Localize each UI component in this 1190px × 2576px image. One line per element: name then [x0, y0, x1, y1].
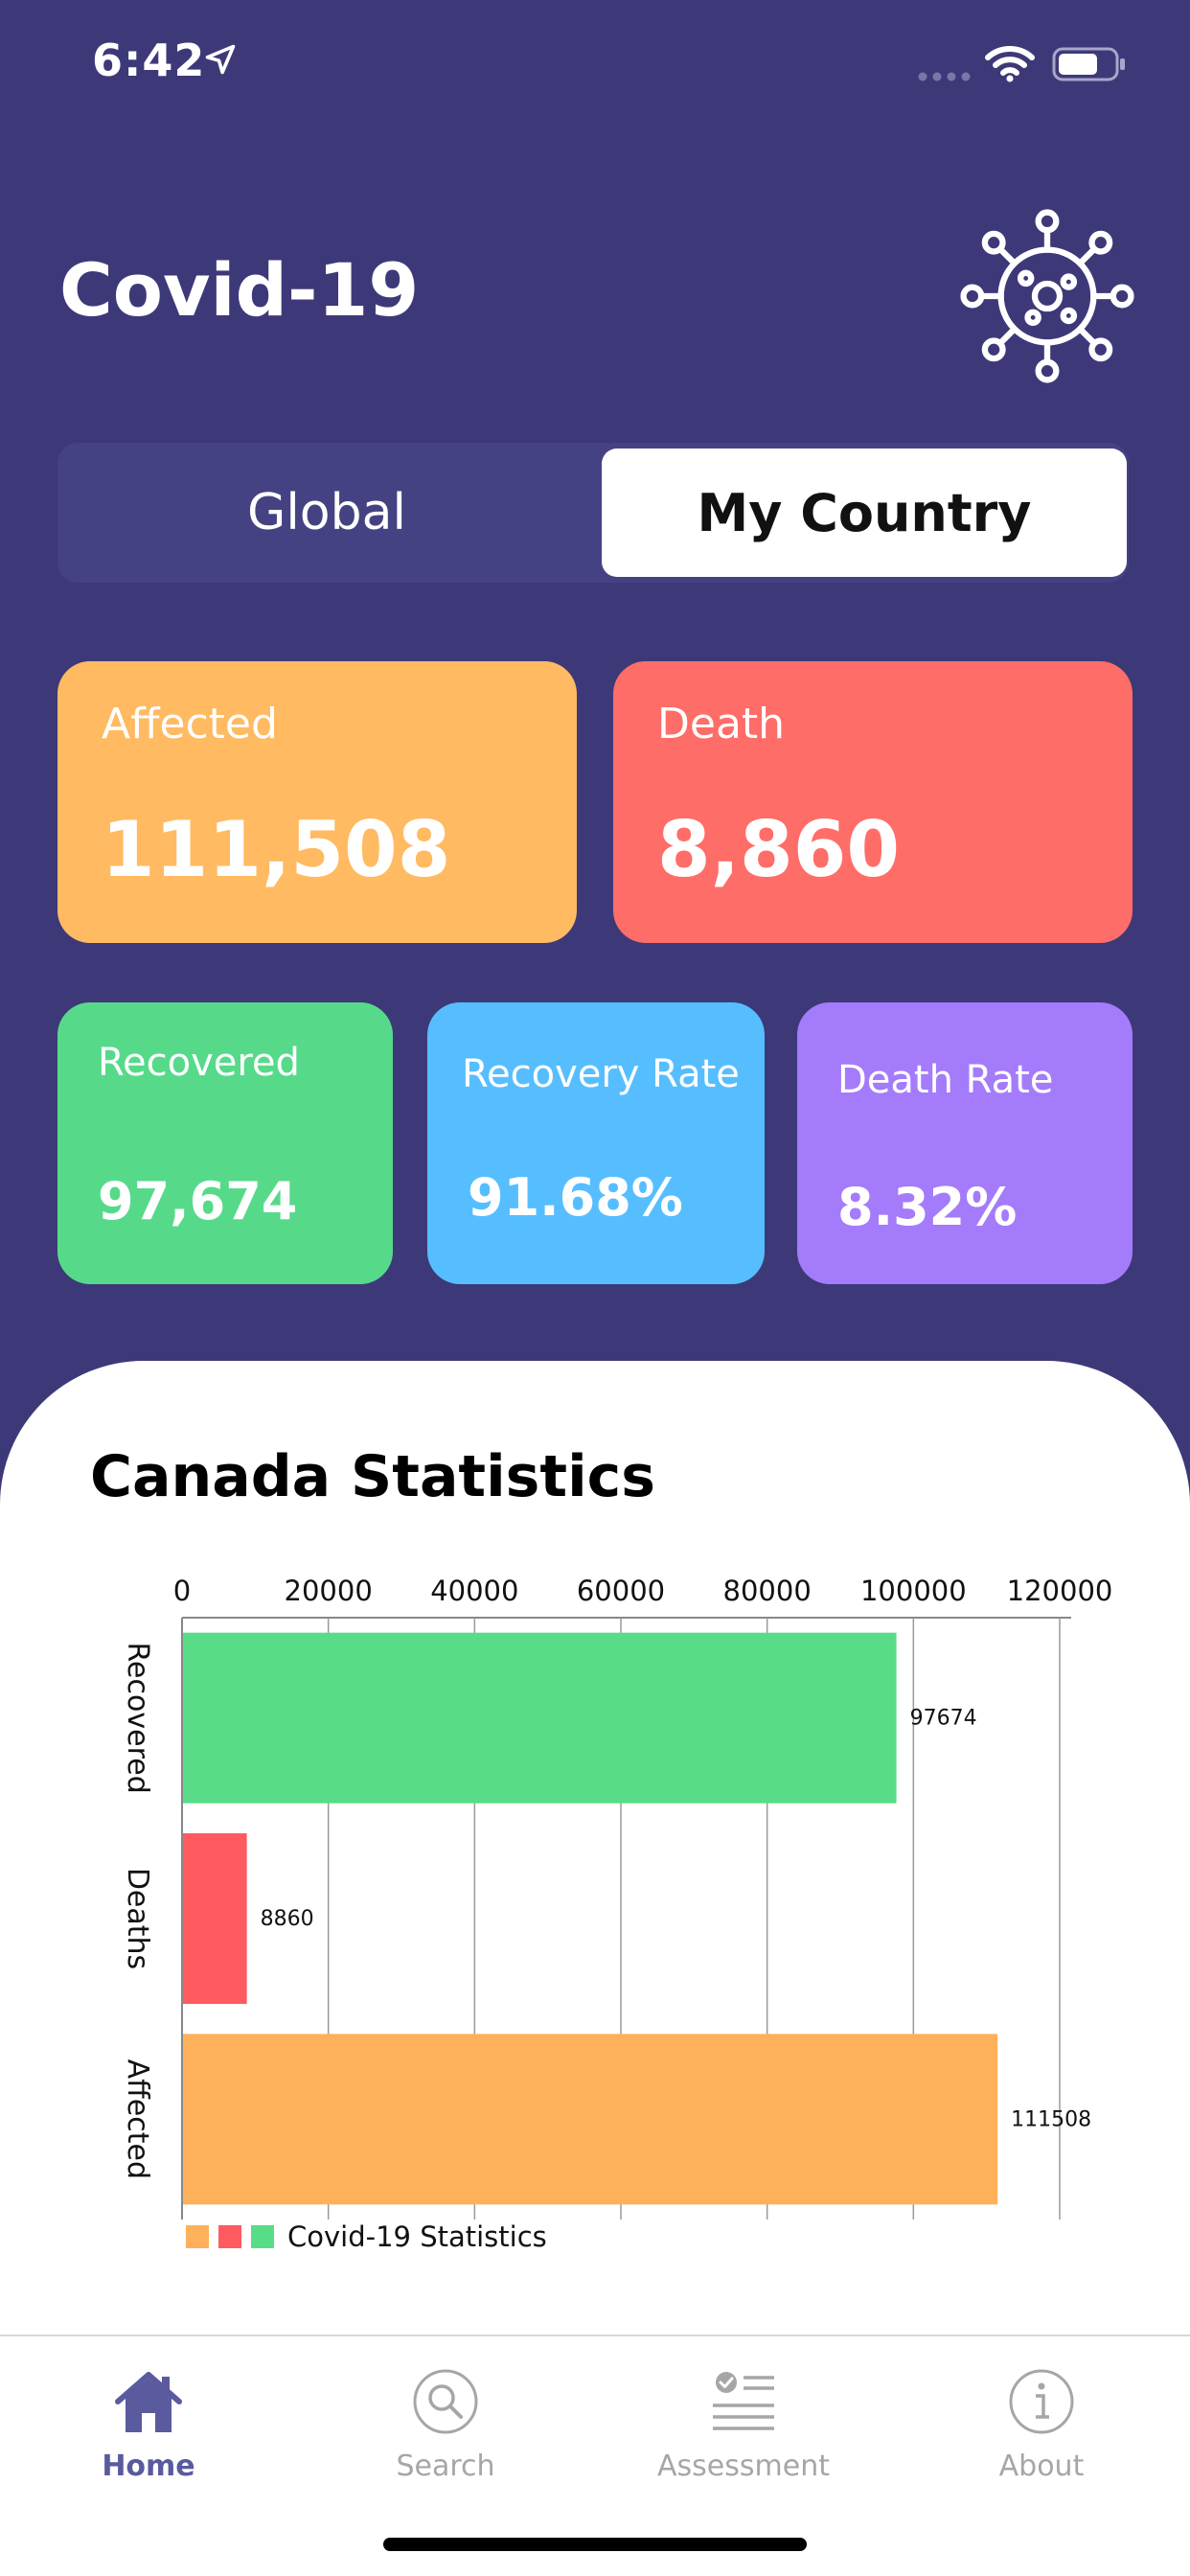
recovered-value: 97,674	[98, 1171, 298, 1231]
chart-category-label: Recovered	[121, 1643, 154, 1794]
death-card: Death 8,860	[613, 661, 1133, 943]
chart-x-tick-label: 100000	[860, 1575, 967, 1607]
tab-search-label: Search	[396, 2450, 495, 2483]
chart-legend-label: Covid-19 Statistics	[287, 2220, 547, 2253]
battery-icon	[1052, 47, 1125, 81]
tab-home[interactable]: Home	[0, 2336, 297, 2483]
chart-bar	[182, 2034, 998, 2205]
chart-legend-swatch	[186, 2225, 209, 2248]
death-value: 8,860	[657, 805, 901, 894]
segment-my-country[interactable]: My Country	[602, 448, 1127, 577]
death-rate-card: Death Rate 8.32%	[797, 1002, 1133, 1284]
search-icon	[413, 2369, 478, 2434]
virus-icon	[960, 209, 1134, 383]
chart-x-tick-label: 80000	[723, 1575, 812, 1607]
chart-data-label: 111508	[1011, 2107, 1091, 2131]
recovery-rate-label: Recovery Rate	[462, 1052, 740, 1096]
tab-assessment[interactable]: Assessment	[595, 2336, 892, 2483]
chart-bar	[182, 1632, 897, 1804]
signal-icon	[918, 72, 971, 81]
tab-about-label: About	[998, 2450, 1085, 2483]
tab-search[interactable]: Search	[297, 2336, 594, 2483]
chart-data-label: 97674	[910, 1707, 977, 1731]
affected-value: 111,508	[102, 805, 451, 894]
info-icon	[1009, 2369, 1074, 2434]
statistics-bar-chart: 0 20000 40000 60000 80000 100000 120000 97674 Re…	[121, 1575, 1113, 2253]
statistics-title: Canada Statistics	[90, 1443, 655, 1510]
tab-bar: Home Search Assessment About	[0, 2334, 1190, 2576]
chart-x-tick-label: 20000	[285, 1575, 373, 1607]
location-arrow-icon	[205, 44, 236, 75]
chart-x-tick-label: 120000	[1007, 1575, 1113, 1607]
segment-global[interactable]: Global	[247, 484, 406, 541]
chart-bar	[182, 1833, 247, 2004]
recovered-card: Recovered 97,674	[57, 1002, 393, 1284]
chart-legend-swatch	[251, 2225, 274, 2248]
chart-x-tick-label: 40000	[430, 1575, 518, 1607]
chart-legend-swatch	[218, 2225, 241, 2248]
chart-x-tick-label: 60000	[577, 1575, 665, 1607]
tab-assessment-label: Assessment	[657, 2450, 830, 2483]
affected-card: Affected 111,508	[57, 661, 577, 943]
chart-x-tick-label: 0	[173, 1575, 191, 1607]
wifi-icon	[985, 46, 1035, 82]
assessment-icon	[713, 2372, 774, 2430]
recovery-rate-card: Recovery Rate 91.68%	[427, 1002, 765, 1284]
recovery-rate-value: 91.68%	[468, 1167, 683, 1228]
status-time: 6:42	[92, 34, 206, 86]
chart-data-label: 8860	[261, 1907, 314, 1931]
recovered-label: Recovered	[98, 1041, 300, 1085]
tab-home-label: Home	[102, 2450, 195, 2483]
death-rate-label: Death Rate	[837, 1058, 1054, 1102]
region-segmented-control: Global My Country	[57, 443, 1129, 583]
home-icon	[115, 2372, 182, 2432]
death-rate-value: 8.32%	[837, 1177, 1018, 1237]
chart-category-label: Affected	[121, 2059, 154, 2179]
status-bar: 6:42	[0, 0, 1190, 134]
page-title: Covid-19	[59, 247, 420, 333]
home-indicator	[383, 2538, 807, 2551]
tab-about[interactable]: About	[893, 2336, 1190, 2483]
death-label: Death	[657, 700, 786, 748]
affected-label: Affected	[102, 700, 278, 748]
chart-category-label: Deaths	[121, 1868, 154, 1969]
